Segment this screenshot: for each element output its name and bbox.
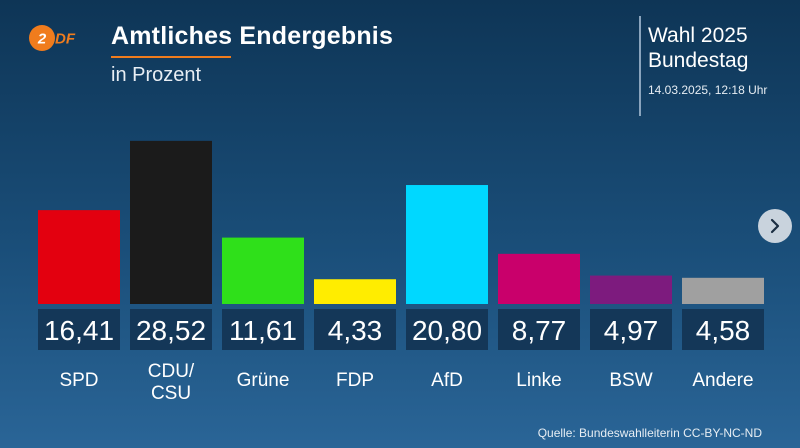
event-subtitle: Bundestag (648, 49, 749, 72)
category-label-3: FDP (336, 370, 374, 391)
svg-text:2: 2 (37, 31, 47, 48)
category-label-0: SPD (59, 370, 98, 391)
data-label-5: 8,77 (512, 315, 567, 346)
bar-1 (130, 140, 212, 304)
category-label-4: AfD (431, 370, 463, 391)
category-label-2: Grüne (237, 370, 290, 391)
next-button[interactable] (758, 209, 792, 243)
event-title: Wahl 2025 (648, 24, 748, 47)
category-label-1-0: CDU/ (148, 361, 195, 382)
zdf-logo: 2 DF (28, 24, 82, 52)
data-label-3: 4,33 (328, 315, 383, 346)
value-box-3 (314, 309, 396, 350)
bar-0 (38, 210, 120, 304)
category-label-5: Linke (516, 370, 561, 391)
value-box-2 (222, 309, 304, 350)
bar-4 (406, 185, 488, 304)
chart-title: Amtliches Endergebnis (111, 22, 394, 50)
data-label-7: 4,58 (696, 315, 751, 346)
bar-3 (314, 279, 396, 304)
header-divider (639, 16, 641, 116)
bar-7 (682, 277, 764, 304)
timestamp: 14.03.2025, 12:18 Uhr (648, 83, 768, 97)
event-info: Wahl 2025 Bundestag (648, 23, 748, 73)
title-underline (111, 56, 231, 58)
bar-5 (498, 253, 580, 304)
value-box-6 (590, 309, 672, 350)
category-label-7: Andere (692, 370, 753, 391)
value-box-5 (498, 309, 580, 350)
data-label-4: 20,80 (412, 315, 482, 346)
value-box-0 (38, 309, 120, 350)
bar-2 (222, 237, 304, 304)
data-label-6: 4,97 (604, 315, 659, 346)
bar-6 (590, 275, 672, 304)
value-box-1 (130, 309, 212, 350)
chart-subtitle: in Prozent (111, 64, 202, 86)
chevron-right-icon (770, 218, 780, 234)
value-box-7 (682, 309, 764, 350)
data-label-0: 16,41 (44, 315, 114, 346)
category-label-6: BSW (609, 370, 652, 391)
category-label-1-1: CSU (151, 383, 191, 404)
data-label-1: 28,52 (136, 315, 206, 346)
value-box-4 (406, 309, 488, 350)
data-label-2: 11,61 (229, 315, 297, 346)
svg-text:DF: DF (55, 31, 76, 48)
source-note: Quelle: Bundeswahlleiterin CC-BY-NC-ND (537, 426, 762, 440)
